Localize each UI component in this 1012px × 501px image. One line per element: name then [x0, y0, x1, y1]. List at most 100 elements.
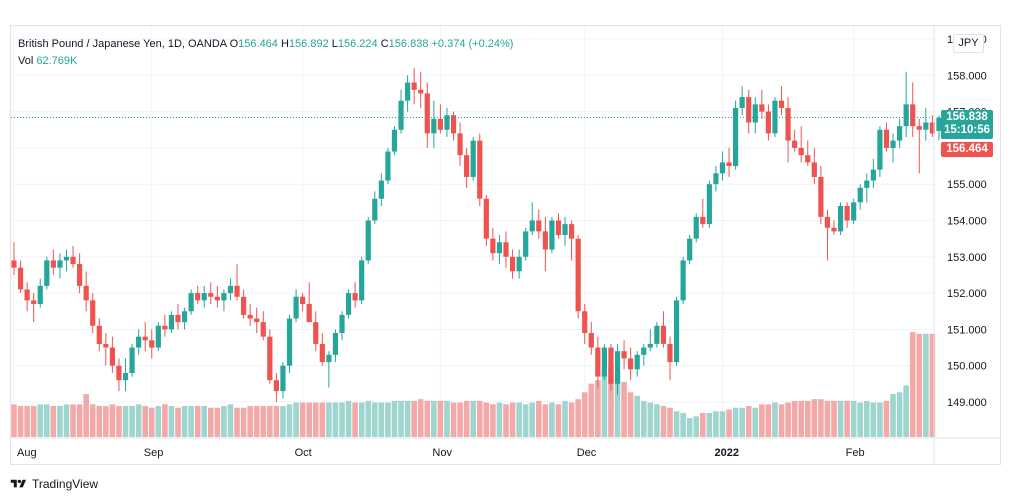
- candle-body: [437, 118, 443, 130]
- volume-bar: [155, 406, 162, 437]
- chart-frame[interactable]: [10, 25, 1001, 465]
- y-tick-label: 152.000: [947, 288, 987, 300]
- candle-body: [700, 216, 706, 225]
- candle-body: [63, 256, 70, 261]
- volume-bar: [778, 404, 785, 437]
- volume-bar: [444, 400, 450, 437]
- volume-bar: [883, 400, 890, 437]
- volume-bar: [463, 400, 470, 437]
- x-tick-label: Sep: [144, 447, 164, 459]
- candle-body: [385, 151, 391, 181]
- volume-bar: [44, 404, 50, 437]
- candle-body: [50, 260, 56, 268]
- candle-body: [332, 333, 339, 355]
- close-label: C: [380, 38, 389, 50]
- candle-body: [241, 296, 247, 315]
- volume-bar: [437, 400, 444, 437]
- open-value: 156.464: [238, 38, 278, 50]
- candle-body: [923, 122, 929, 130]
- candle-body: [746, 97, 752, 123]
- candle-body: [818, 176, 824, 217]
- volume-bar: [30, 406, 37, 437]
- volume-bar: [129, 406, 135, 437]
- volume-bar: [273, 406, 280, 437]
- volume-bar: [293, 402, 299, 437]
- volume-bar: [752, 407, 759, 437]
- tradingview-brand: TradingView: [32, 477, 99, 491]
- volume-bar: [70, 404, 76, 437]
- candle-body: [116, 365, 122, 381]
- volume-bar: [700, 412, 706, 437]
- volume-bar: [96, 406, 103, 437]
- volume-bar: [411, 400, 417, 437]
- candle-body: [667, 343, 673, 363]
- candle-body: [37, 285, 43, 304]
- volume-bar: [89, 404, 96, 437]
- volume-bar: [640, 400, 647, 437]
- candle-body: [680, 260, 686, 301]
- volume-bar: [109, 404, 116, 437]
- volume-bar: [818, 399, 824, 437]
- currency-button[interactable]: JPY: [953, 34, 984, 53]
- candle-body: [588, 333, 594, 348]
- candle-body: [582, 311, 588, 334]
- volume-bar: [247, 406, 253, 437]
- candle-body: [319, 343, 325, 363]
- volume-bar: [857, 402, 864, 437]
- volume-bar: [877, 402, 883, 437]
- candle-body: [208, 293, 214, 297]
- volume-bar: [83, 394, 89, 437]
- candle-body: [326, 354, 332, 363]
- candle-body: [142, 336, 148, 341]
- volume-bar: [431, 400, 437, 437]
- volume-bar: [647, 402, 654, 437]
- candle-body: [706, 184, 712, 225]
- volume-bar: [385, 402, 391, 437]
- y-tick-label: 150.000: [947, 361, 987, 373]
- candle-body: [660, 325, 667, 344]
- volume-bar: [923, 333, 929, 437]
- volume-bar: [686, 418, 693, 437]
- candle-body: [398, 100, 404, 130]
- volume-bar: [470, 400, 476, 437]
- candle-body: [490, 238, 496, 254]
- candle-body: [313, 322, 319, 344]
- volume-bar: [260, 406, 267, 437]
- volume-bar: [267, 406, 273, 437]
- candle-body: [811, 162, 817, 177]
- symbol-title: British Pound / Japanese Yen, 1D, OANDA: [18, 38, 227, 50]
- volume-bar: [890, 394, 896, 437]
- volume-bar: [214, 407, 221, 437]
- candle-body: [824, 216, 831, 228]
- volume-bar: [909, 332, 916, 437]
- volume-bar: [234, 407, 240, 437]
- volume-bar: [227, 404, 234, 437]
- candle-body: [109, 347, 115, 366]
- candle-body: [280, 365, 286, 392]
- volume-bar: [391, 400, 398, 437]
- candle-body: [31, 300, 37, 304]
- candle-body: [733, 107, 739, 167]
- volume-bar: [37, 404, 44, 437]
- candle-body: [122, 372, 129, 381]
- candle-body: [345, 293, 352, 315]
- candle-body: [673, 300, 680, 363]
- volume-bar: [345, 400, 352, 437]
- x-tick-label: Feb: [846, 447, 865, 459]
- volume-bar: [680, 412, 686, 437]
- candle-body: [765, 111, 771, 134]
- volume-bar: [713, 411, 719, 437]
- candle-body: [372, 198, 378, 221]
- candle-body: [523, 231, 529, 257]
- volume-bar: [17, 406, 24, 437]
- candle-body: [181, 311, 188, 323]
- volume-bar: [503, 404, 509, 437]
- volume-bar: [509, 402, 516, 437]
- low-label: L: [331, 38, 338, 50]
- volume-bar: [667, 407, 673, 437]
- candle-body: [509, 256, 516, 272]
- volume-bar: [765, 404, 772, 437]
- x-tick-label: Dec: [577, 447, 597, 459]
- volume-bar: [50, 406, 57, 437]
